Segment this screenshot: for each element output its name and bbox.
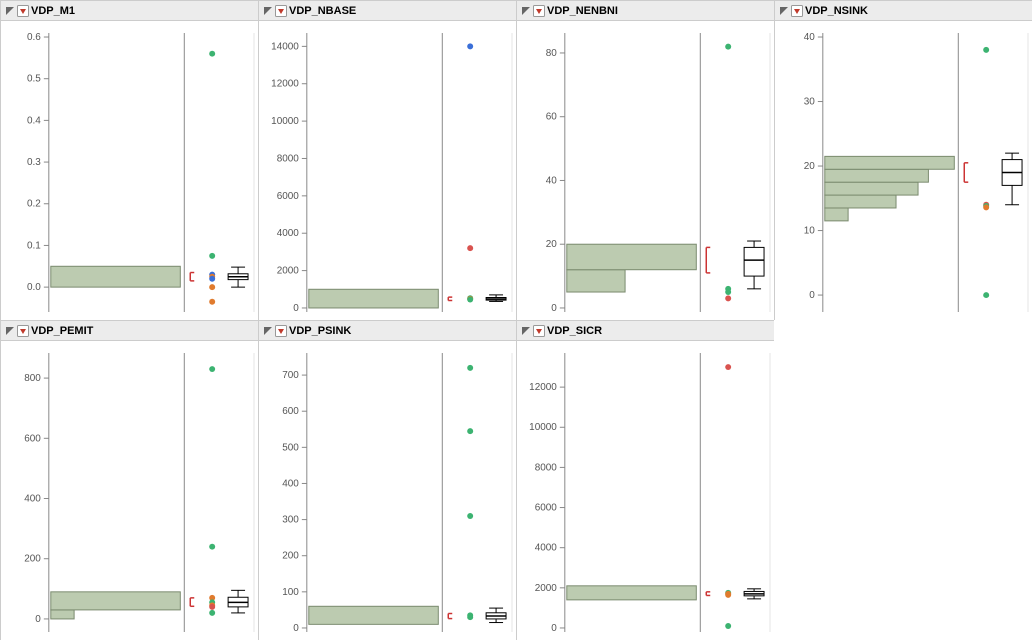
panel-body: 0 2000 4000 6000 8000 10000 12000 14000 [259,21,516,320]
svg-text:600: 600 [282,406,299,417]
panel-body: 0 100 200 300 400 500 600 700 [259,341,516,640]
svg-text:100: 100 [282,587,299,598]
chart-panel: VDP_M1 0.0 0.1 0.2 0.3 0.4 0.5 0.6 [0,0,258,320]
panel-title: VDP_PSINK [289,325,351,337]
svg-text:0.4: 0.4 [27,115,41,126]
svg-text:0: 0 [551,303,557,314]
disclosure-icon[interactable] [521,6,531,16]
chart-panel: VDP_PSINK 0 100 200 300 400 500 600 700 [258,320,516,640]
svg-text:0: 0 [551,623,557,634]
svg-text:2000: 2000 [535,583,558,594]
distribution-chart: 0 10 20 30 40 [775,21,1032,320]
disclosure-icon[interactable] [263,6,273,16]
svg-text:12000: 12000 [529,382,557,393]
dropdown-icon[interactable] [17,5,29,17]
panel-title: VDP_M1 [31,5,75,17]
panel-header: VDP_PEMIT [1,321,258,341]
svg-text:0.2: 0.2 [27,199,41,210]
panel-body: 0.0 0.1 0.2 0.3 0.4 0.5 0.6 [1,21,258,320]
svg-text:80: 80 [546,48,558,59]
panel-header: VDP_M1 [1,1,258,21]
disclosure-icon[interactable] [779,6,789,16]
svg-text:40: 40 [546,175,558,186]
svg-text:0: 0 [809,290,815,301]
panel-header: VDP_NBASE [259,1,516,21]
distribution-chart: 0 20 40 60 80 [517,21,774,320]
svg-text:0.0: 0.0 [27,282,41,293]
svg-text:0: 0 [293,623,299,634]
svg-text:30: 30 [804,97,816,108]
empty-cell [774,320,1032,640]
svg-text:300: 300 [282,515,299,526]
panel-header: VDP_NENBNI [517,1,774,21]
svg-text:20: 20 [804,161,816,172]
svg-text:12000: 12000 [271,79,299,90]
panel-grid: VDP_M10.00.10.20.30.40.50.6VDP_NBASE0200… [0,0,1033,640]
panel-body: 0 10 20 30 40 [775,21,1032,320]
svg-text:400: 400 [282,478,299,489]
disclosure-icon[interactable] [5,326,15,336]
svg-text:8000: 8000 [535,462,558,473]
panel-header: VDP_SICR [517,321,774,341]
dropdown-icon[interactable] [275,5,287,17]
distribution-chart: 0.0 0.1 0.2 0.3 0.4 0.5 0.6 [1,21,258,320]
panel-body: 0 20 40 60 80 [517,21,774,320]
disclosure-icon[interactable] [263,326,273,336]
svg-text:0.6: 0.6 [27,32,41,43]
svg-text:0.1: 0.1 [27,240,41,251]
svg-text:10000: 10000 [529,422,557,433]
svg-text:200: 200 [24,554,41,565]
svg-text:200: 200 [282,551,299,562]
svg-text:40: 40 [804,32,816,43]
panel-title: VDP_NBASE [289,5,356,17]
svg-text:0: 0 [293,303,299,314]
distribution-chart: 0 200 400 600 800 [1,341,258,640]
svg-text:6000: 6000 [277,191,300,202]
panel-body: 0 200 400 600 800 [1,341,258,640]
svg-text:0: 0 [35,614,41,625]
distribution-chart: 0 100 200 300 400 500 600 700 [259,341,516,640]
svg-text:4000: 4000 [277,228,300,239]
dropdown-icon[interactable] [17,325,29,337]
panel-title: VDP_NSINK [805,5,868,17]
svg-text:400: 400 [24,494,41,505]
panel-title: VDP_PEMIT [31,325,93,337]
svg-text:6000: 6000 [535,503,558,514]
dropdown-icon[interactable] [275,325,287,337]
panel-body: 0 2000 4000 6000 8000 10000 12000 [517,341,774,640]
dropdown-icon[interactable] [533,5,545,17]
svg-text:14000: 14000 [271,41,299,52]
svg-text:60: 60 [546,112,558,123]
dropdown-icon[interactable] [533,325,545,337]
dropdown-icon[interactable] [791,5,803,17]
chart-panel: VDP_SICR 0 2000 4000 6000 8000 10000 12000 [516,320,774,640]
panel-title: VDP_SICR [547,325,602,337]
svg-text:700: 700 [282,370,299,381]
chart-panel: VDP_NENBNI 0 20 40 60 80 [516,0,774,320]
svg-text:0.3: 0.3 [27,157,41,168]
svg-text:10000: 10000 [271,116,299,127]
svg-text:2000: 2000 [277,266,300,277]
distribution-chart: 0 2000 4000 6000 8000 10000 12000 14000 [259,21,516,320]
disclosure-icon[interactable] [521,326,531,336]
chart-panel: VDP_NSINK 0 10 20 30 40 [774,0,1032,320]
svg-text:500: 500 [282,442,299,453]
svg-text:20: 20 [546,239,558,250]
svg-text:600: 600 [24,433,41,444]
panel-header: VDP_NSINK [775,1,1032,21]
svg-text:0.5: 0.5 [27,74,41,85]
svg-text:10: 10 [804,226,816,237]
chart-panel: VDP_PEMIT 0 200 400 600 800 [0,320,258,640]
distribution-chart: 0 2000 4000 6000 8000 10000 12000 [517,341,774,640]
disclosure-icon[interactable] [5,6,15,16]
svg-text:800: 800 [24,373,41,384]
svg-text:8000: 8000 [277,153,300,164]
panel-title: VDP_NENBNI [547,5,618,17]
panel-header: VDP_PSINK [259,321,516,341]
svg-text:4000: 4000 [535,543,558,554]
chart-panel: VDP_NBASE 0 2000 4000 6000 8000 10000 12000 1400… [258,0,516,320]
